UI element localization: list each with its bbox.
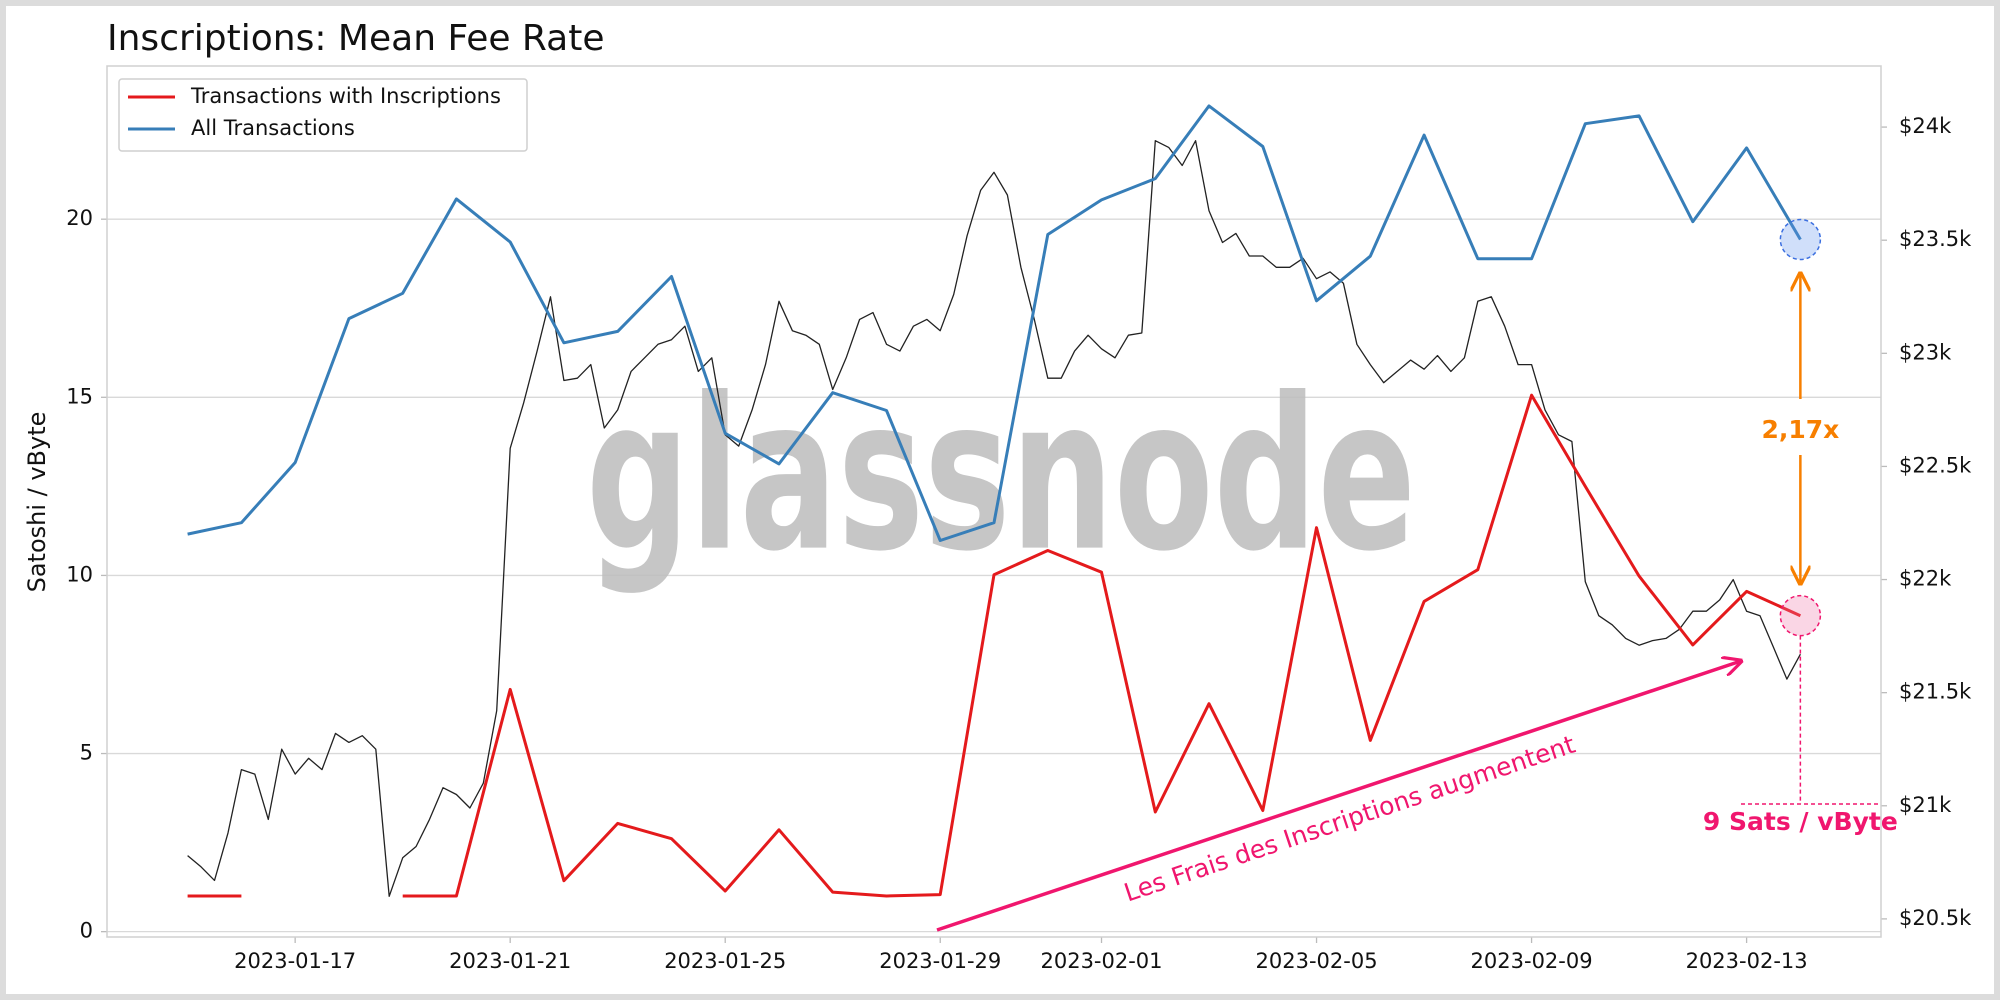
y-tick-label: 10 xyxy=(66,562,93,586)
trend-arrow xyxy=(936,661,1741,932)
ratio-label: 2,17x xyxy=(1761,415,1839,444)
y2-tick-label: $23k xyxy=(1899,340,1952,364)
x-tick-label: 2023-01-29 xyxy=(879,949,1001,973)
x-tick-label: 2023-01-21 xyxy=(449,949,571,973)
legend-box xyxy=(118,78,528,152)
y-tick-label: 0 xyxy=(80,919,93,943)
series-line xyxy=(187,393,1802,898)
y-tick-label: 20 xyxy=(66,206,93,230)
x-tick-label: 2023-02-05 xyxy=(1256,949,1378,973)
chart-title: Inscriptions: Mean Fee Rate xyxy=(107,18,604,59)
legend-label: Transactions with Inscriptions xyxy=(190,84,501,108)
y2-tick-label: $20.5k xyxy=(1899,906,1972,930)
highlight-circle xyxy=(1779,218,1822,261)
x-tick-label: 2023-01-25 xyxy=(664,949,786,973)
y2-tick-label: $21k xyxy=(1899,793,1952,817)
watermark: glassnode xyxy=(586,353,1416,598)
y2-tick-label: $22.5k xyxy=(1899,453,1972,477)
y2-tick-label: $22k xyxy=(1899,567,1952,591)
y2-tick-label: $21.5k xyxy=(1899,680,1972,704)
y2-tick-label: $24k xyxy=(1899,114,1952,138)
y2-tick-label: $23.5k xyxy=(1899,227,1972,251)
y-tick-label: 5 xyxy=(80,741,93,765)
latest-label: 9 Sats / vByte xyxy=(1703,807,1898,836)
x-tick-label: 2023-02-09 xyxy=(1471,949,1593,973)
highlight-circle xyxy=(1779,594,1822,637)
x-tick-label: 2023-01-17 xyxy=(234,949,356,973)
y-tick-label: 15 xyxy=(66,384,93,408)
plot-border xyxy=(106,65,1882,938)
y-axis-label: Satoshi / vByte xyxy=(23,412,51,593)
x-tick-label: 2023-02-01 xyxy=(1040,949,1162,973)
legend-label: All Transactions xyxy=(191,116,355,140)
series-line xyxy=(187,104,1802,542)
price-line xyxy=(187,140,1801,897)
x-tick-label: 2023-02-13 xyxy=(1686,949,1808,973)
